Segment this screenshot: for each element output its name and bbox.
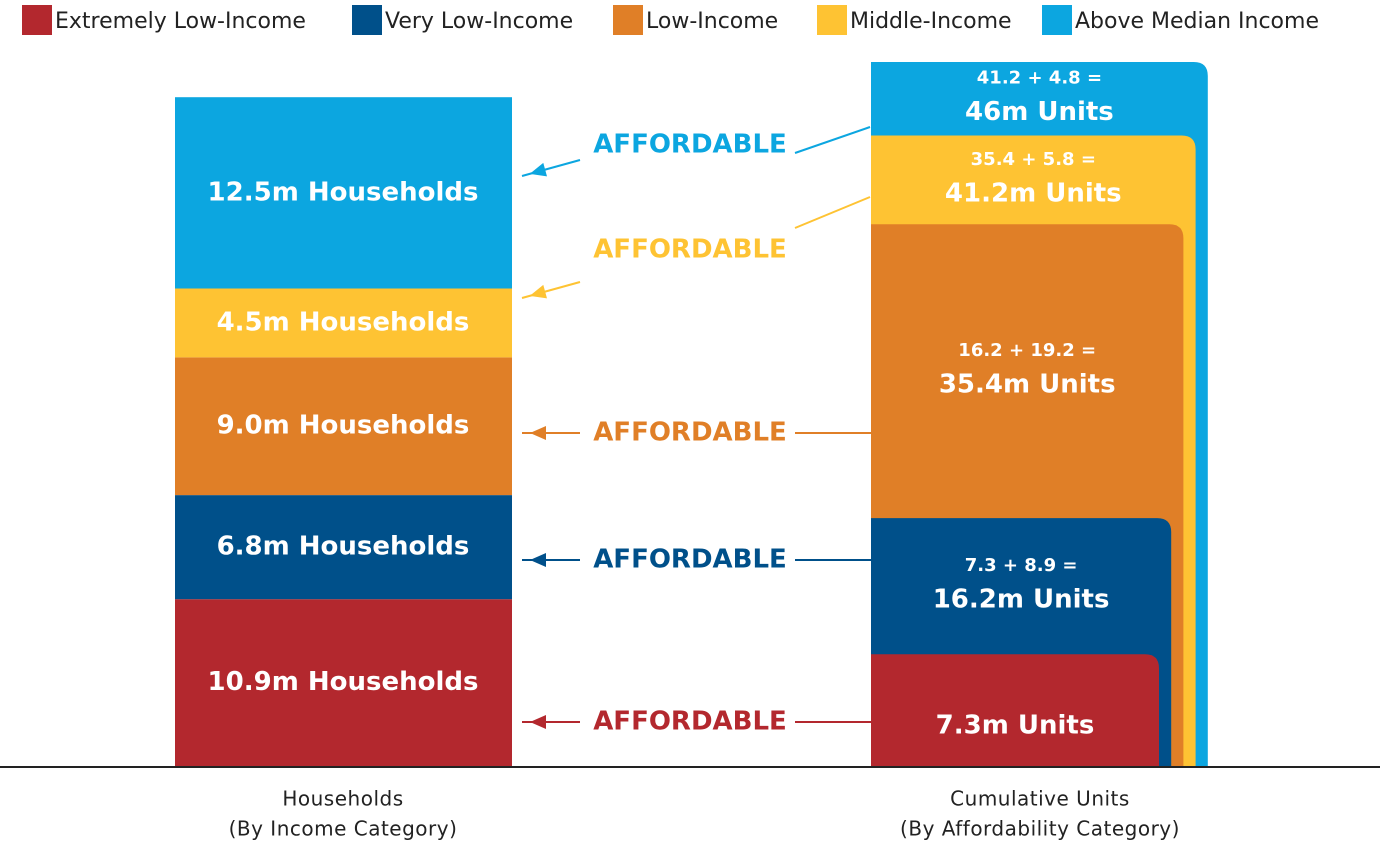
connector — [794, 126, 871, 154]
bar-segment — [175, 97, 512, 289]
legend-swatch — [1042, 5, 1072, 35]
legend-label: Middle-Income — [850, 9, 1012, 34]
segment-label: 35.4m Units — [939, 370, 1116, 400]
segment-label: 41.2m Units — [945, 178, 1122, 208]
segment-label: 9.0m Households — [217, 411, 470, 441]
legend-swatch — [817, 5, 847, 35]
bar-segment — [871, 654, 1159, 766]
category-subtitle: (By Income Category) — [229, 817, 458, 841]
sum-label: 7.3 + 8.9 = — [965, 555, 1078, 576]
legend-swatch — [613, 5, 643, 35]
arrow-head — [530, 715, 546, 729]
category-label: Households — [282, 787, 403, 811]
annotation: AFFORDABLE — [593, 545, 787, 575]
arrow-head — [530, 426, 546, 440]
segment-label: 12.5m Households — [208, 177, 479, 207]
legend-swatch — [22, 5, 52, 35]
segment-label: 6.8m Households — [217, 532, 470, 562]
bar-segment — [175, 357, 512, 496]
bar-segment — [175, 288, 512, 358]
annotation: AFFORDABLE — [593, 418, 787, 448]
category-subtitle: (By Affordability Category) — [900, 817, 1180, 841]
arrow-head — [529, 284, 547, 299]
sum-label: 41.2 + 4.8 = — [977, 68, 1102, 89]
legend-swatch — [352, 5, 382, 35]
sum-label: 35.4 + 5.8 = — [971, 149, 1096, 170]
legend-label: Low-Income — [646, 9, 778, 34]
category-label: Cumulative Units — [950, 787, 1130, 811]
segment-label: 4.5m Households — [217, 307, 470, 337]
connector — [794, 196, 871, 229]
sum-label: 16.2 + 19.2 = — [958, 340, 1096, 361]
annotation: AFFORDABLE — [593, 130, 787, 160]
segment-label: 10.9m Households — [208, 667, 479, 697]
legend-label: Extremely Low-Income — [55, 9, 306, 34]
bar-segment — [175, 495, 512, 600]
legend-label: Above Median Income — [1075, 9, 1319, 34]
annotation: AFFORDABLE — [593, 707, 787, 737]
segment-label: 16.2m Units — [933, 585, 1110, 615]
arrow-head — [529, 162, 547, 177]
annotation: AFFORDABLE — [593, 235, 787, 265]
segment-label: 7.3m Units — [936, 711, 1095, 741]
arrow-head — [530, 553, 546, 567]
segment-label: 46m Units — [965, 97, 1114, 127]
legend-label: Very Low-Income — [385, 9, 573, 34]
bar-segment — [175, 599, 512, 766]
